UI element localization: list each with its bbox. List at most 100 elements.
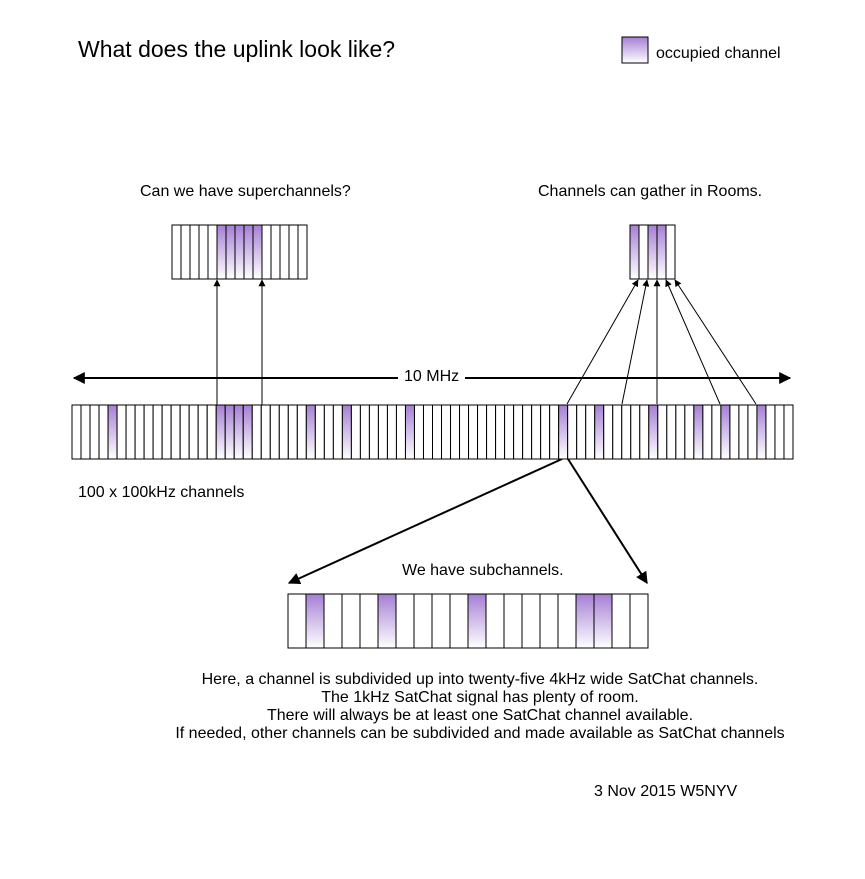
main-cell: [738, 404, 749, 460]
main-cell: [585, 404, 596, 460]
main-cell: [323, 404, 334, 460]
main-cell: [450, 404, 461, 460]
subchannel-band: [287, 593, 649, 649]
channels-label: 100 x 100kHz channels: [78, 484, 245, 501]
subchannel-cell: [611, 593, 631, 649]
room-arrow-2: [621, 279, 650, 405]
subchannel-cell: [557, 593, 577, 649]
main-cell: [161, 404, 172, 460]
main-cell: [765, 404, 776, 460]
main-cell: [422, 404, 433, 460]
subchannel-cell-occupied: [377, 593, 397, 649]
superchannel-cell-occupied: [252, 224, 263, 280]
main-cell: [170, 404, 181, 460]
main-cell-occupied: [224, 404, 235, 460]
room-cell-occupied: [647, 224, 658, 280]
main-cell: [368, 404, 379, 460]
room-arrow-4: [665, 279, 721, 405]
main-cell: [314, 404, 325, 460]
note-line: The 1kHz SatChat signal has plenty of ro…: [321, 689, 639, 706]
subchannel-cell: [503, 593, 523, 649]
main-cell: [98, 404, 109, 460]
subchannel-arrow-right: [567, 458, 648, 585]
subchannel-cell-occupied: [575, 593, 595, 649]
main-band: [71, 404, 794, 460]
main-cell: [531, 404, 542, 460]
room-cell-occupied: [629, 224, 640, 280]
main-cell: [747, 404, 758, 460]
main-cell: [549, 404, 560, 460]
subchannel-label: We have subchannels.: [402, 562, 564, 579]
main-cell-occupied: [558, 404, 569, 460]
main-cell-occupied: [341, 404, 352, 460]
bandwidth-label: 10 MHz: [398, 368, 466, 386]
main-cell: [80, 404, 91, 460]
legend-swatch: [621, 36, 649, 64]
main-cell: [89, 404, 100, 460]
main-cell: [729, 404, 740, 460]
main-cell-occupied: [648, 404, 659, 460]
subchannel-cell: [413, 593, 433, 649]
subchannel-cell: [485, 593, 505, 649]
subchannel-cell: [395, 593, 415, 649]
main-cell: [621, 404, 632, 460]
superchannel-cell-occupied: [225, 224, 236, 280]
main-cell: [332, 404, 343, 460]
main-cell: [774, 404, 785, 460]
superchannel-label: Can we have superchannels?: [140, 183, 351, 200]
main-cell: [278, 404, 289, 460]
main-cell-occupied: [305, 404, 316, 460]
superchannel-cell-occupied: [216, 224, 227, 280]
main-cell: [603, 404, 614, 460]
main-cell: [576, 404, 587, 460]
main-cell: [134, 404, 145, 460]
main-cell: [413, 404, 424, 460]
main-cell: [377, 404, 388, 460]
main-cell-occupied: [594, 404, 605, 460]
main-cell: [612, 404, 623, 460]
main-cell: [639, 404, 650, 460]
main-cell: [386, 404, 397, 460]
main-cell: [143, 404, 154, 460]
page-title: What does the uplink look like?: [78, 36, 396, 62]
main-cell: [269, 404, 280, 460]
main-cell: [188, 404, 199, 460]
subchannel-cell: [431, 593, 451, 649]
superchannel-cell: [279, 224, 290, 280]
main-cell: [350, 404, 361, 460]
main-cell-occupied: [756, 404, 767, 460]
main-cell: [540, 404, 551, 460]
main-cell: [179, 404, 190, 460]
room-cell-occupied: [656, 224, 667, 280]
main-cell: [359, 404, 370, 460]
subchannel-cell: [629, 593, 649, 649]
rooms-label: Channels can gather in Rooms.: [538, 183, 763, 200]
main-cell-occupied: [215, 404, 226, 460]
superchannel-cell: [207, 224, 218, 280]
subchannel-cell: [359, 593, 379, 649]
superchannel-cell: [180, 224, 191, 280]
subchannel-cell: [539, 593, 559, 649]
main-cell: [152, 404, 163, 460]
main-cell: [116, 404, 127, 460]
main-cell: [666, 404, 677, 460]
subchannel-cell: [521, 593, 541, 649]
subchannel-cell: [341, 593, 361, 649]
subchannel-cell-occupied: [305, 593, 325, 649]
main-cell: [260, 404, 271, 460]
room-cell: [638, 224, 649, 280]
main-cell-occupied: [693, 404, 704, 460]
main-cell: [567, 404, 578, 460]
main-cell-occupied: [720, 404, 731, 460]
superchannel-cell: [171, 224, 182, 280]
subchannel-cell-occupied: [593, 593, 613, 649]
main-cell: [684, 404, 695, 460]
main-cell: [711, 404, 722, 460]
main-cell: [459, 404, 470, 460]
main-cell: [513, 404, 524, 460]
main-cell: [657, 404, 668, 460]
main-cell-occupied: [233, 404, 244, 460]
main-cell: [206, 404, 217, 460]
superchannel-cell: [261, 224, 272, 280]
superchannel-cell: [189, 224, 200, 280]
